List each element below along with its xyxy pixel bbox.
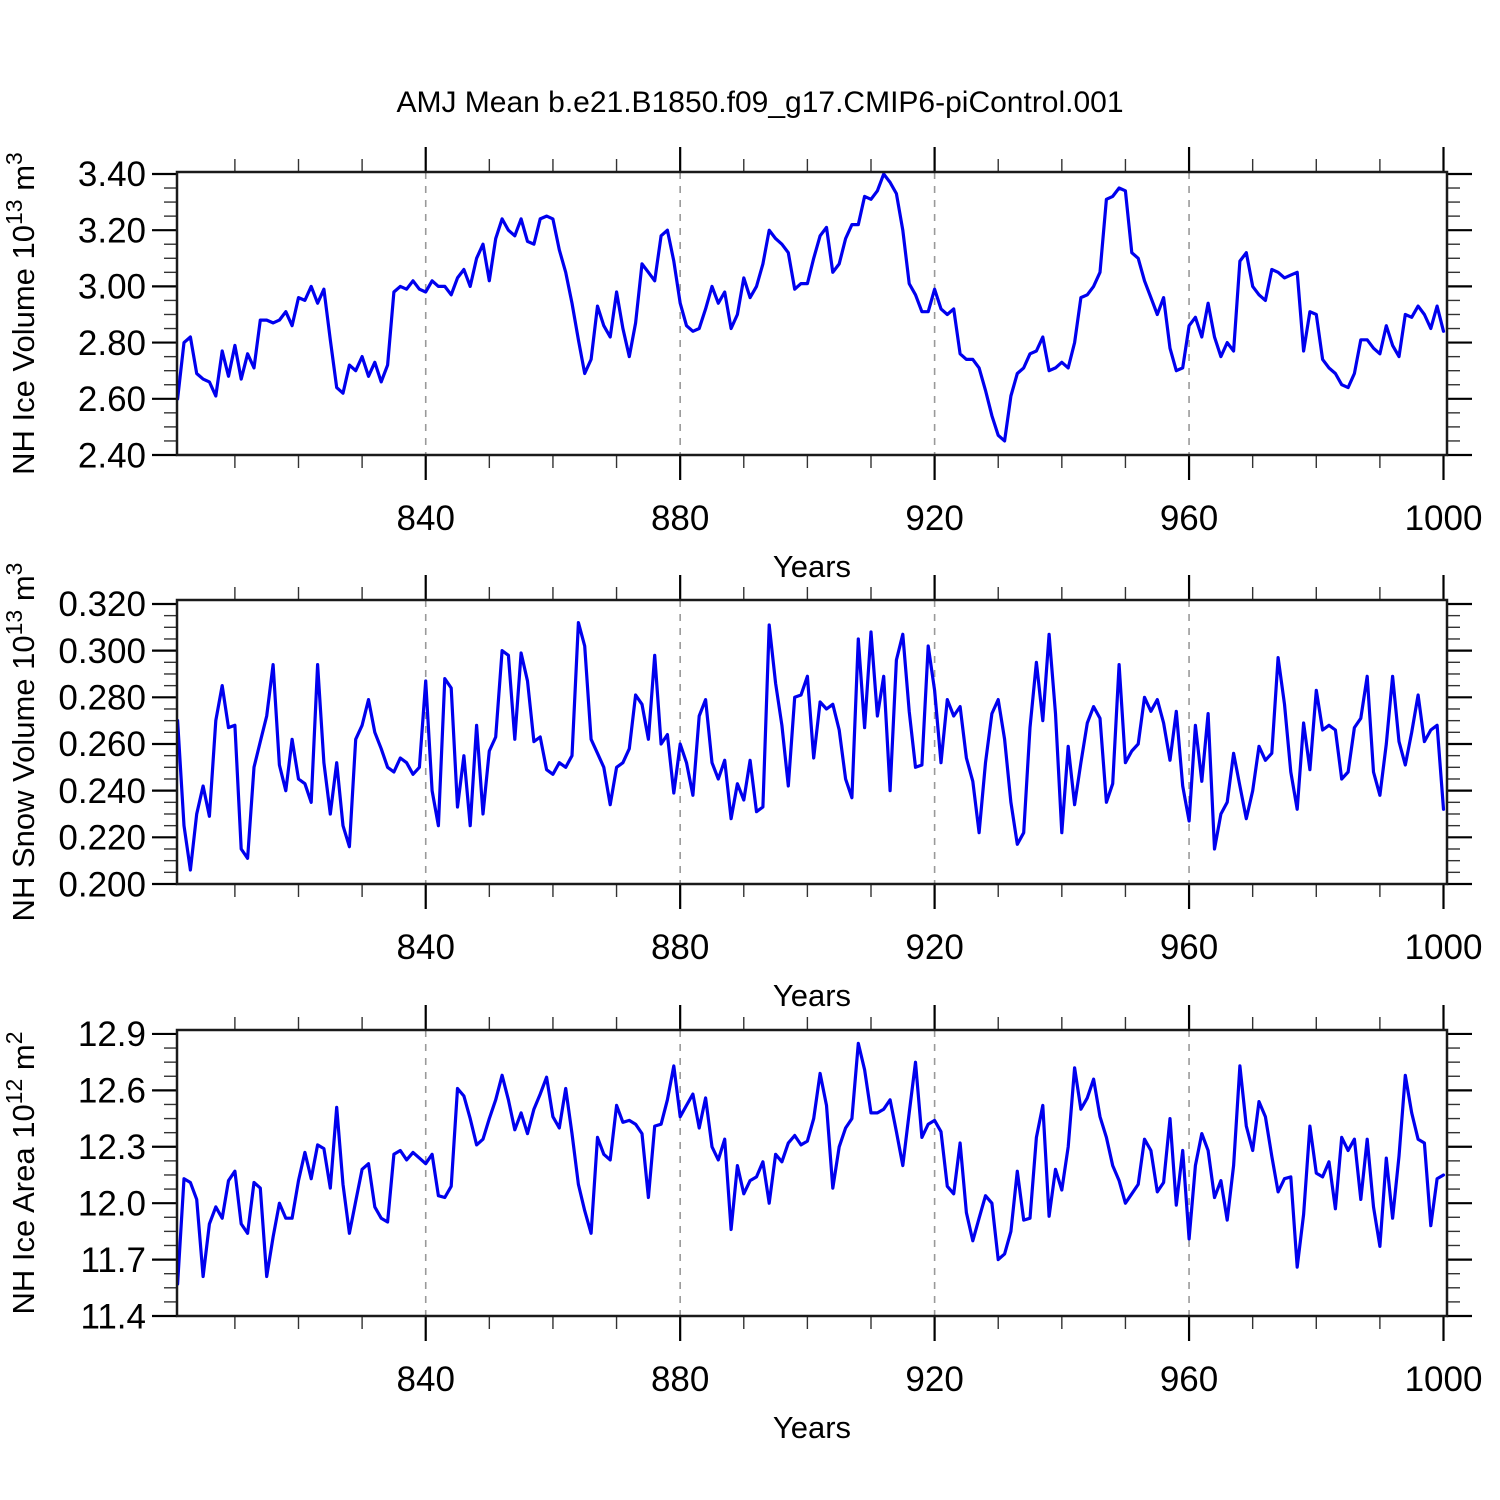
y-tick-label: 2.40 bbox=[78, 436, 146, 475]
panel-nh-ice-volume: 2.40 2.60 2.80 3.00 3.20 3.40 840 880 920 960 1000… bbox=[1, 147, 1482, 584]
y-tick-label: 3.00 bbox=[78, 268, 146, 307]
plot-frame bbox=[175, 598, 1449, 886]
y-tick-label: 3.20 bbox=[78, 211, 146, 250]
y-tick-label: 11.7 bbox=[80, 1241, 146, 1280]
x-axis-label-years-2: Years bbox=[773, 978, 851, 1013]
panel-nh-ice-area: 11.4 11.7 12.0 12.3 12.6 12.9 840 880 920 960 1000… bbox=[1, 1005, 1482, 1445]
x-tick-label: 960 bbox=[1160, 1360, 1218, 1399]
x-tick-label: 840 bbox=[397, 928, 455, 967]
series-line-nh-ice-area bbox=[176, 1041, 1446, 1286]
x-tick-label: 880 bbox=[651, 499, 709, 538]
y-tick-label: 0.260 bbox=[58, 725, 146, 764]
x-tick-label: 1000 bbox=[1405, 499, 1483, 538]
figure-title: AMJ Mean b.e21.B1850.f09_g17.CMIP6-piCon… bbox=[396, 86, 1123, 119]
x-axis-label-years-1: Years bbox=[773, 549, 851, 584]
x-tick-label: 840 bbox=[397, 499, 455, 538]
x-tick-label: 1000 bbox=[1405, 1360, 1483, 1399]
y-tick-label: 0.300 bbox=[58, 632, 146, 671]
y-tick-label: 11.4 bbox=[80, 1297, 146, 1336]
x-tick-label: 880 bbox=[651, 1360, 709, 1399]
y-tick-label: 12.9 bbox=[78, 1015, 146, 1054]
plot-frame bbox=[175, 170, 1449, 457]
x-tick-label: 840 bbox=[397, 1360, 455, 1399]
y-tick-label: 0.220 bbox=[58, 819, 146, 858]
x-tick-label: 960 bbox=[1160, 928, 1218, 967]
x-tick-label: 880 bbox=[651, 928, 709, 967]
x-axis-label-years-3: Years bbox=[773, 1410, 851, 1445]
y-tick-label: 2.80 bbox=[78, 324, 146, 363]
y-tick-label: 0.240 bbox=[58, 772, 146, 811]
panel-nh-snow-volume: 0.200 0.220 0.240 0.260 0.280 0.300 0.320 840 88… bbox=[1, 563, 1482, 1013]
x-tick-label: 920 bbox=[905, 928, 963, 967]
x-tick-label: 920 bbox=[905, 1360, 963, 1399]
y-tick-label: 0.280 bbox=[58, 679, 146, 718]
y-axis-label-nh-snow-volume: NH Snow Volume 1013 m3 bbox=[1, 563, 41, 922]
y-tick-label: 12.3 bbox=[78, 1128, 146, 1167]
plot-frame bbox=[175, 1028, 1449, 1318]
y-tick-label: 12.6 bbox=[78, 1072, 146, 1111]
y-axis-label-nh-ice-volume: NH Ice Volume 1013 m3 bbox=[1, 152, 41, 475]
x-tick-label: 920 bbox=[905, 499, 963, 538]
y-tick-label: 3.40 bbox=[78, 155, 146, 194]
series-line-nh-ice-volume bbox=[176, 172, 1446, 443]
y-tick-label: 12.0 bbox=[78, 1184, 146, 1223]
y-axis-label-nh-ice-area: NH Ice Area 1012 m2 bbox=[1, 1031, 41, 1314]
x-tick-label: 960 bbox=[1160, 499, 1218, 538]
y-tick-label: 0.200 bbox=[58, 865, 146, 904]
series-line-nh-snow-volume bbox=[176, 620, 1446, 872]
y-tick-label: 2.60 bbox=[78, 380, 146, 419]
x-tick-label: 1000 bbox=[1405, 928, 1483, 967]
y-tick-label: 0.320 bbox=[58, 585, 146, 624]
